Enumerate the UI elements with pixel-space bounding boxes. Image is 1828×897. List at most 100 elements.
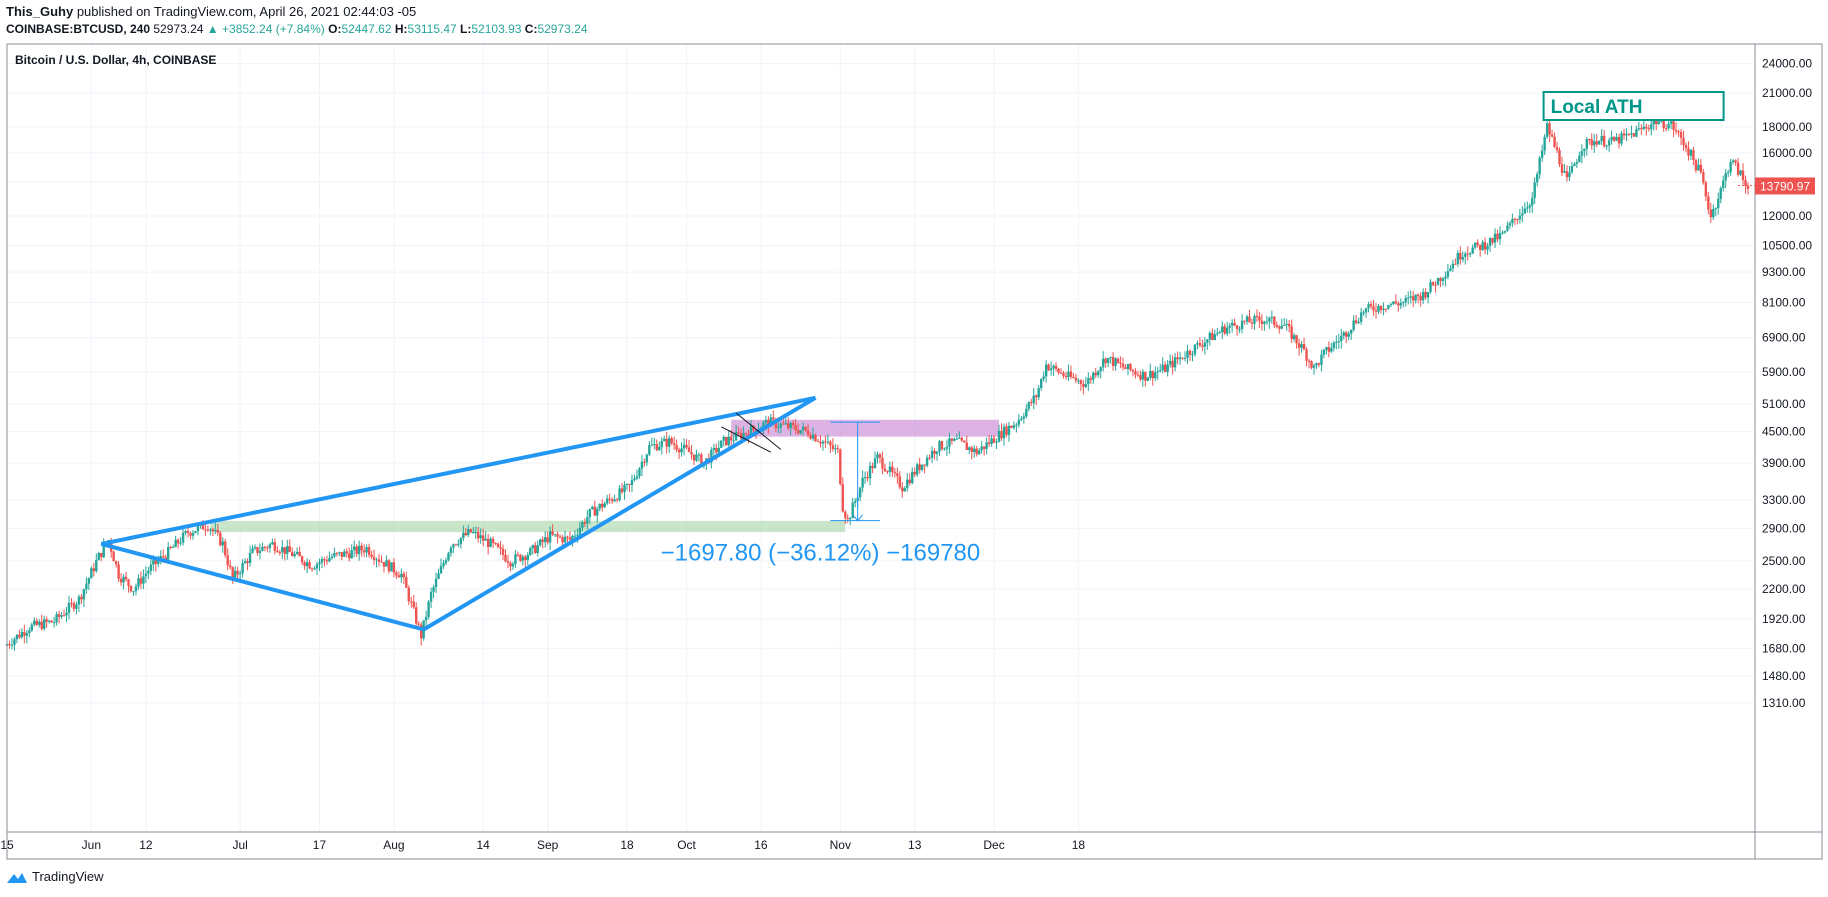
candle-body [841, 484, 844, 512]
candle-body [1027, 402, 1030, 409]
candle-body [1407, 297, 1410, 299]
author-name[interactable]: This_Guhy [6, 4, 74, 19]
footer-brand[interactable]: TradingView [6, 869, 104, 884]
candle-body [1526, 207, 1529, 209]
price-tick-label[interactable]: 2500.00 [1762, 554, 1806, 568]
local-ath-box[interactable] [1542, 91, 1725, 121]
time-tick-label[interactable]: 12 [139, 838, 153, 852]
time-tick-label[interactable]: Sep [537, 838, 559, 852]
candle-body [124, 576, 128, 580]
last-price-label: 13790.97 [1760, 179, 1810, 193]
candle-body [1243, 320, 1246, 322]
support-zone[interactable] [210, 520, 846, 533]
drawings-layer[interactable]: −1697.80 (−36.12%) −169780 Local ATH [100, 91, 1725, 632]
candle-body [1297, 343, 1301, 348]
candle-body [405, 577, 408, 588]
time-tick-label[interactable]: 16 [754, 838, 768, 852]
price-tick-label[interactable]: 10500.00 [1762, 238, 1812, 252]
time-tick-label[interactable]: Oct [677, 838, 696, 852]
price-tick-label[interactable]: 5100.00 [1762, 397, 1806, 411]
time-tick-label[interactable]: Jun [82, 838, 101, 852]
candle-body [531, 545, 534, 549]
price-tick-label[interactable]: 9300.00 [1762, 265, 1806, 279]
price-tick-label[interactable]: 8100.00 [1762, 295, 1806, 309]
candle-body [710, 449, 713, 463]
price-tick-label[interactable]: 12000.00 [1762, 209, 1812, 223]
time-tick-label[interactable]: Jul [232, 838, 247, 852]
candle-body [1389, 304, 1393, 306]
last-price-badge [1755, 177, 1815, 195]
candle-body [1409, 296, 1412, 298]
price-tick-label[interactable]: 6900.00 [1762, 331, 1806, 345]
candle-body [546, 537, 549, 543]
candle-body [675, 445, 678, 450]
candle-body [491, 538, 495, 543]
candle-body [323, 559, 326, 561]
candle-body [30, 624, 34, 631]
price-tick-label[interactable]: 5900.00 [1762, 365, 1806, 379]
candle-body [206, 529, 210, 531]
candle-body [801, 426, 805, 431]
candle-body [1119, 362, 1122, 364]
candle-body [1597, 141, 1601, 145]
candle-body [623, 484, 626, 493]
candle-body [1087, 378, 1090, 385]
candle-body [1171, 360, 1174, 368]
price-tick-label[interactable]: 3300.00 [1762, 493, 1806, 507]
flag-line-1[interactable] [735, 412, 782, 450]
candle-body [283, 547, 286, 554]
candle-body [1020, 418, 1023, 420]
open-value: 52447.62 [341, 22, 392, 36]
candle-body [1159, 370, 1162, 372]
wedge-support-line[interactable] [422, 396, 817, 632]
candle-body [1265, 321, 1269, 323]
time-tick-label[interactable]: 18 [620, 838, 634, 852]
time-tick-label[interactable]: 15 [0, 838, 14, 852]
candle-body [481, 535, 485, 541]
candle-body [1657, 121, 1660, 125]
time-axis[interactable]: 15 Jun 12 Jul 17 Aug 14 Sep 18 Oct 16 Nov 13 Dec 18 [0, 838, 1085, 852]
candle-body [320, 559, 324, 563]
candle-body [407, 587, 410, 602]
price-tick-label[interactable]: 21000.00 [1762, 86, 1812, 100]
candle-body [194, 531, 197, 533]
price-tick-label[interactable]: 24000.00 [1762, 57, 1812, 71]
candle-body [1228, 325, 1231, 328]
time-tick-label[interactable]: Nov [830, 838, 851, 852]
candle-body [1322, 349, 1326, 355]
price-tick-label[interactable]: 1680.00 [1762, 641, 1806, 655]
flag-line-2[interactable] [721, 426, 772, 453]
wedge-upper-line[interactable] [100, 395, 816, 546]
price-axis[interactable]: 24000.0021000.0018000.0016000.0014000.00… [1762, 57, 1812, 710]
wedge-lower-line[interactable] [100, 542, 425, 632]
price-tick-label[interactable]: 18000.00 [1762, 120, 1812, 134]
price-tick-label[interactable]: 1480.00 [1762, 669, 1806, 683]
candle-body [1602, 135, 1606, 147]
time-tick-label[interactable]: 13 [908, 838, 922, 852]
candle-body [1367, 304, 1370, 309]
candle-body [55, 614, 58, 623]
candle-body [620, 488, 624, 493]
candle-body [102, 544, 105, 558]
candle-body [1000, 430, 1003, 439]
candle-body [1595, 141, 1598, 145]
time-tick-label[interactable]: 17 [313, 838, 327, 852]
time-tick-label[interactable]: Dec [983, 838, 1004, 852]
price-tick-label[interactable]: 16000.00 [1762, 146, 1812, 160]
candle-body [390, 562, 393, 572]
price-tick-label[interactable]: 1310.00 [1762, 696, 1806, 710]
price-tick-label[interactable]: 1920.00 [1762, 612, 1806, 626]
candle-body [536, 545, 539, 554]
price-tick-label[interactable]: 3900.00 [1762, 456, 1806, 470]
price-tick-label[interactable]: 2200.00 [1762, 582, 1806, 596]
candle-body [1669, 121, 1673, 124]
price-tick-label[interactable]: 4500.00 [1762, 425, 1806, 439]
candle-body [1664, 128, 1668, 130]
candle-body [1521, 213, 1524, 216]
time-tick-label[interactable]: Aug [383, 838, 404, 852]
candle-body [1538, 157, 1541, 175]
price-tick-label[interactable]: 2900.00 [1762, 521, 1806, 535]
time-tick-label[interactable]: 14 [476, 838, 490, 852]
time-tick-label[interactable]: 18 [1072, 838, 1086, 852]
